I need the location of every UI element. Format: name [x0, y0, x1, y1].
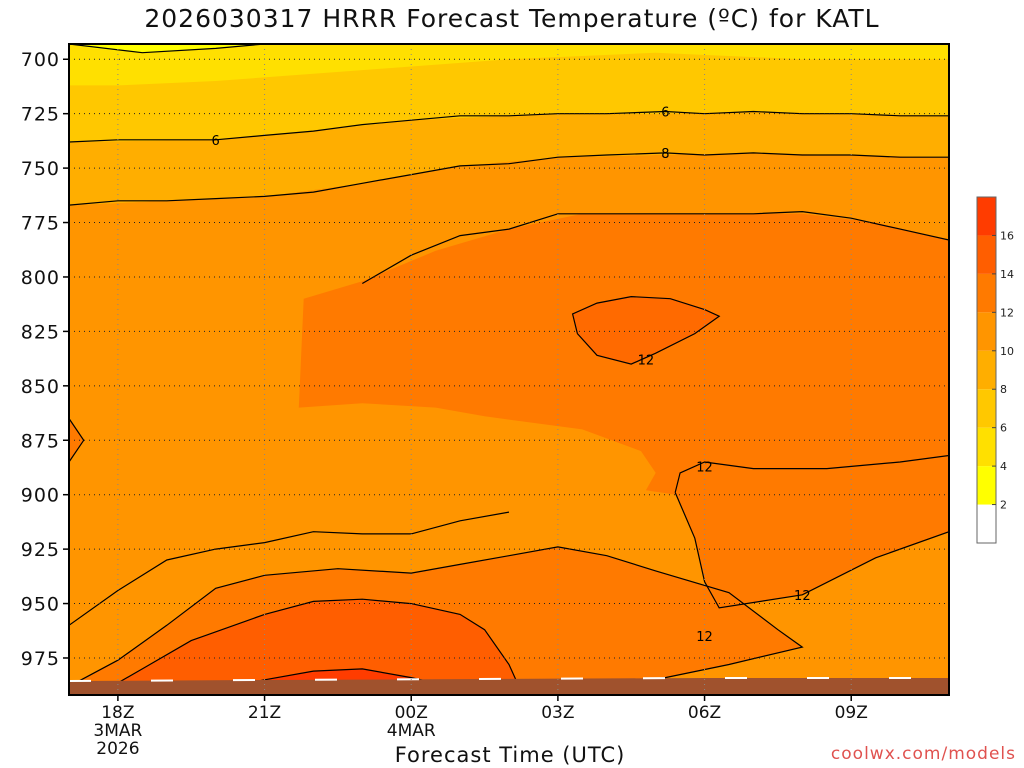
x-tick-label: 18Z [101, 703, 134, 723]
x-axis-label: Forecast Time (UTC) [394, 743, 626, 767]
x-tick-label: 2026 [96, 739, 139, 759]
colorbar-swatch [977, 389, 996, 428]
contour-label: 12 [696, 630, 713, 645]
contour-line-10-10 [69, 511, 510, 626]
x-tick-label: 3MAR [93, 721, 142, 741]
colorbar-label: 2 [1000, 499, 1007, 512]
y-tick-label: 875 [21, 430, 60, 452]
contour-line-12-6 [69, 546, 804, 692]
contour-label: 8 [661, 147, 669, 162]
contour-line-12-4 [571, 295, 721, 365]
y-tick-label: 825 [21, 321, 60, 343]
ground-surface [69, 678, 949, 695]
contour-line-4-0 [69, 44, 265, 54]
y-tick-label: 975 [21, 648, 60, 670]
colorbar-label: 12 [1000, 306, 1014, 319]
y-tick-label: 725 [21, 104, 60, 126]
y-tick-label: 750 [21, 158, 60, 180]
contour-line-8-2 [69, 152, 949, 206]
colorbar-label: 8 [1000, 383, 1007, 396]
chart-title: 2026030317 HRRR Forecast Temperature (ºC… [144, 4, 880, 33]
y-tick-label: 950 [21, 594, 60, 616]
contour-label: 6 [212, 134, 220, 149]
y-tick-label: 925 [21, 539, 60, 561]
colorbar-label: 16 [1000, 229, 1014, 242]
contour-line-6-1 [69, 110, 949, 143]
y-tick-label: 900 [21, 485, 60, 507]
y-tick-label: 700 [21, 49, 60, 71]
colorbar-label: 10 [1000, 345, 1014, 358]
x-tick-label: 06Z [688, 703, 721, 723]
temperature-band-1 [69, 52, 949, 143]
temperature-band-11 [69, 44, 265, 53]
x-tick-label: 09Z [835, 703, 868, 723]
contour-label: 12 [638, 354, 655, 369]
colorbar-swatch [977, 504, 996, 543]
contour-label: 6 [661, 105, 669, 120]
colorbar-swatch [977, 312, 996, 351]
site-credit: coolwx.com/models [830, 744, 1016, 764]
contour-line-10-3 [361, 210, 949, 285]
contour-line-14-7 [107, 598, 520, 690]
contour-label: 12 [696, 460, 713, 475]
ground-edge [69, 677, 949, 682]
plot-area: 6 6 8 12 12 12 12 [69, 44, 949, 695]
x-tick-label: 4MAR [387, 721, 436, 741]
y-tick-label: 800 [21, 267, 60, 289]
y-tick-label: 850 [21, 376, 60, 398]
x-tick-label: 03Z [541, 703, 574, 723]
colorbar-swatch [977, 350, 996, 390]
colorbar-label: 14 [1000, 268, 1014, 281]
colorbar-swatch [977, 235, 996, 274]
temperature-band-6 [665, 455, 949, 608]
colorbar-swatch [977, 466, 996, 505]
colorbar-frame [976, 196, 997, 544]
y-tick-label: 775 [21, 213, 60, 235]
temperature-band-5 [572, 296, 720, 365]
contour-label: 12 [794, 589, 811, 604]
colorbar-swatch [977, 273, 996, 313]
contour-line-12-9 [69, 418, 85, 463]
colorbar-swatch [977, 427, 996, 467]
temperature-band-0 [69, 44, 949, 86]
temperature-band-8 [108, 599, 519, 693]
colorbar-swatch [977, 197, 996, 236]
plot-frame [68, 43, 950, 696]
temperature-band-2 [69, 111, 949, 206]
colorbar-label: 6 [1000, 422, 1007, 435]
temperature-band-10 [69, 418, 84, 462]
colorbar-label: 4 [1000, 460, 1007, 473]
x-tick-label: 21Z [248, 703, 281, 723]
x-tick-label: 00Z [395, 703, 428, 723]
